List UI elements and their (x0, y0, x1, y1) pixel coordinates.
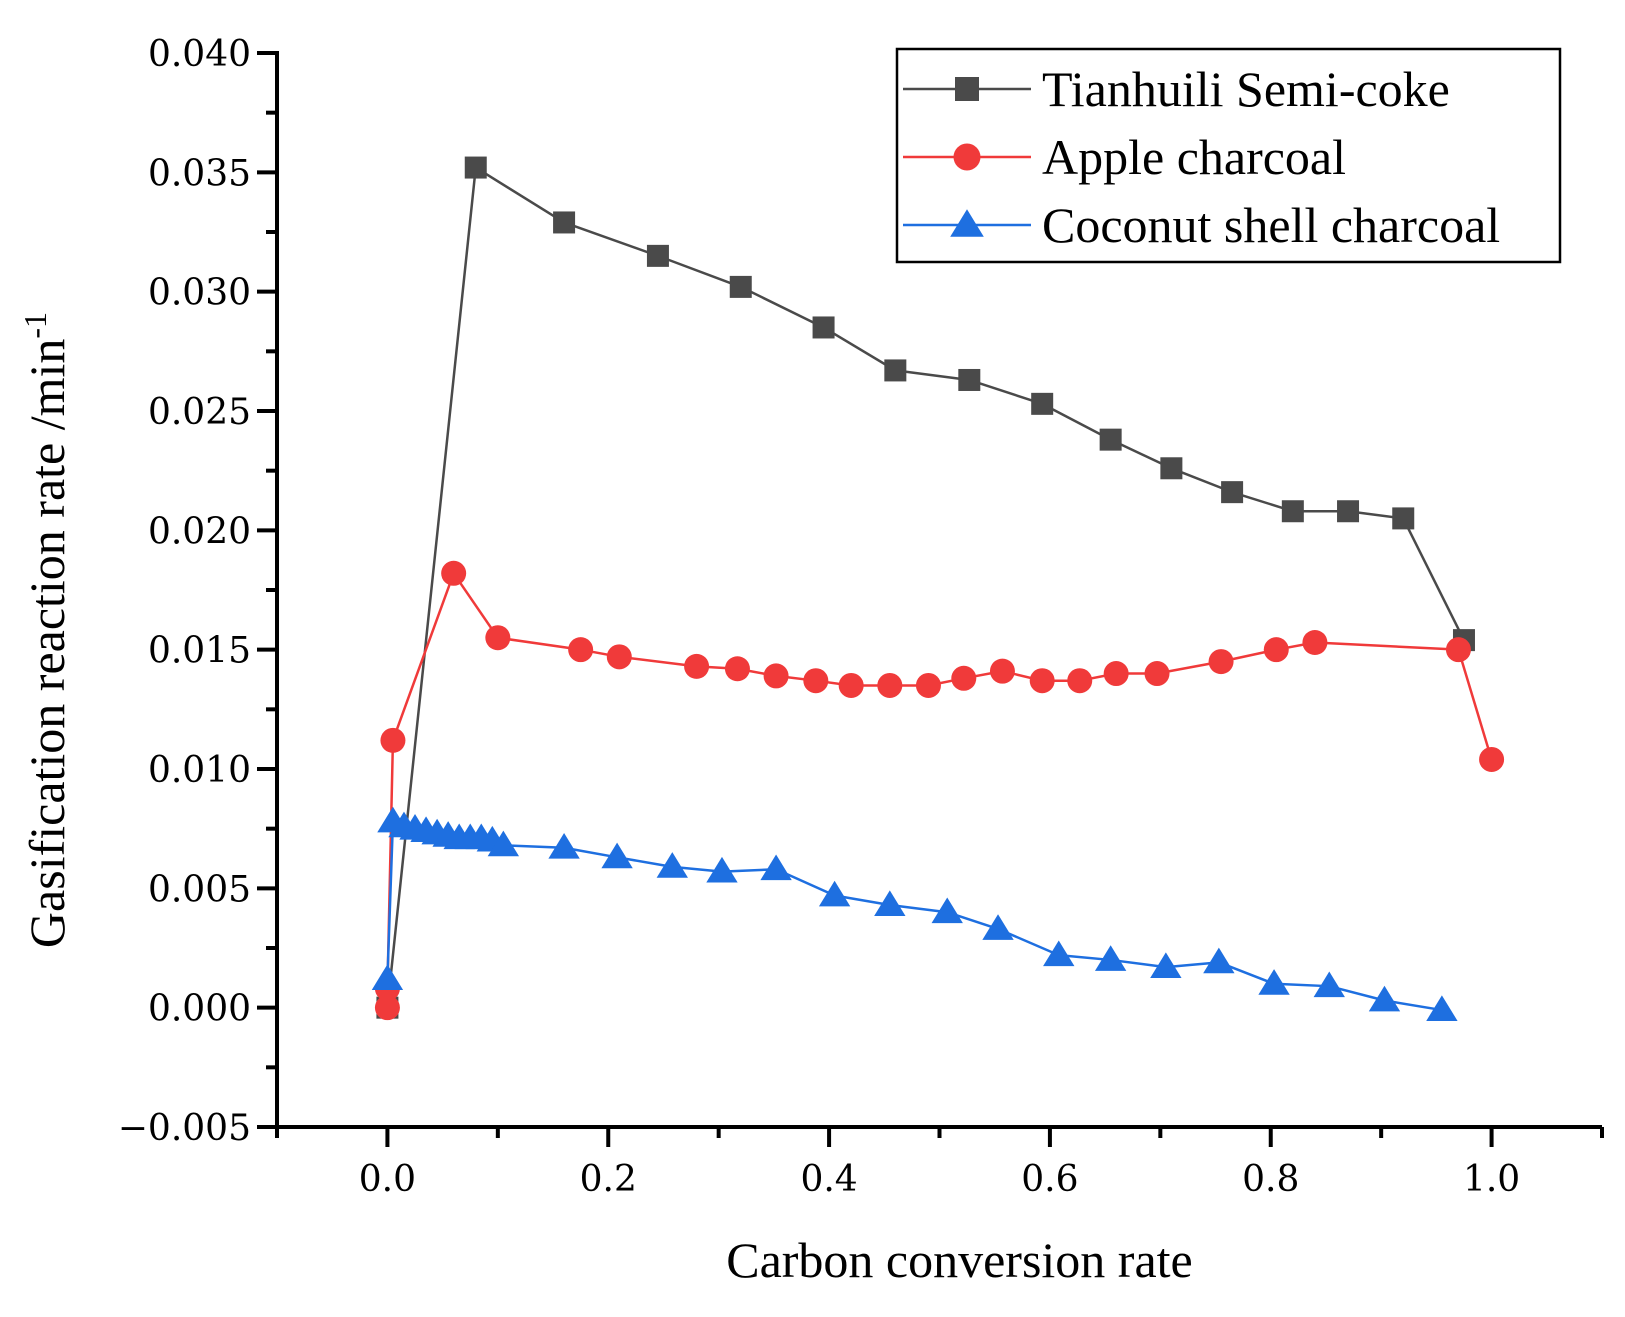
data-point (812, 316, 835, 339)
legend-item: Apple charcoal (903, 129, 1346, 185)
data-point (656, 852, 688, 878)
y-tick-label: 0.015 (148, 631, 251, 672)
y-tick-label: 0.000 (148, 989, 251, 1030)
y-axis-title-superscript: -1 (17, 312, 53, 339)
data-point (1258, 969, 1290, 995)
legend-item: Tianhuili Semi-coke (903, 61, 1450, 117)
y-tick-label: 0.040 (148, 34, 251, 75)
data-point (441, 560, 467, 586)
data-point (1043, 940, 1075, 967)
x-tick-label: 0.4 (800, 1159, 857, 1200)
data-point (724, 656, 750, 682)
x-tick-label: 1.0 (1463, 1159, 1520, 1200)
data-point (958, 368, 981, 391)
data-point (646, 244, 669, 267)
data-point (1150, 952, 1182, 979)
y-tick-label: 0.035 (148, 153, 251, 194)
data-point (729, 275, 752, 298)
x-tick-label: 0.2 (580, 1159, 637, 1200)
data-point (1302, 630, 1328, 656)
data-point (1094, 945, 1127, 971)
data-point (931, 897, 963, 924)
series-square (376, 156, 1475, 1019)
data-point (989, 658, 1015, 684)
data-point (706, 856, 738, 883)
axes: −0.005 0.000 0.005 0.010 0.015 0.020 0.025 0.03… (118, 34, 1604, 1200)
data-point (838, 672, 864, 698)
data-point (548, 833, 580, 859)
plot-area (371, 156, 1505, 1021)
series-circle (374, 560, 1505, 1021)
data-point (953, 143, 981, 171)
data-point (803, 668, 829, 694)
data-point (553, 211, 576, 234)
x-axis-title: Carbon conversion rate (726, 1232, 1193, 1288)
data-point (1099, 428, 1122, 451)
data-point (874, 890, 906, 916)
y-tick-label: −0.005 (118, 1108, 251, 1149)
data-point (1479, 746, 1505, 772)
data-point (950, 209, 984, 237)
y-axis-title-main: Gasification reaction rate /min (19, 339, 75, 948)
data-point (374, 995, 400, 1021)
data-point (1144, 661, 1170, 687)
data-point (371, 964, 404, 990)
data-point (1029, 668, 1055, 694)
y-tick-label: 0.025 (148, 392, 251, 433)
data-point (568, 637, 594, 663)
legend-item: Coconut shell charcoal (903, 197, 1500, 253)
data-point (380, 727, 406, 753)
x-tick-label: 0.8 (1242, 1159, 1299, 1200)
data-point (601, 842, 633, 869)
data-point (1031, 392, 1054, 415)
legend-label: Coconut shell charcoal (1042, 197, 1500, 253)
legend: Tianhuili Semi-coke Apple charcoal Coconut… (895, 47, 1562, 264)
data-point (1263, 637, 1289, 663)
data-point (1445, 637, 1471, 663)
y-tick-label: 0.020 (148, 511, 251, 552)
x-tick-label: 0.0 (359, 1159, 416, 1200)
data-point (485, 625, 511, 651)
data-point (1313, 971, 1345, 998)
data-point (684, 653, 710, 679)
data-point (1208, 649, 1234, 675)
data-point (884, 359, 907, 382)
y-axis-ticks: −0.005 0.000 0.005 0.010 0.015 0.020 0.025 0.03… (118, 34, 277, 1149)
data-point (951, 665, 977, 691)
y-axis-title: Gasification reaction rate /min-1 (17, 312, 75, 948)
data-point (915, 672, 941, 698)
data-point (464, 156, 487, 179)
legend-label: Tianhuili Semi-coke (1042, 61, 1450, 117)
data-point (1426, 995, 1458, 1021)
series-line (386, 820, 1443, 1012)
data-point (1392, 507, 1415, 530)
x-axis-ticks: 0.0 0.2 0.4 0.6 0.8 1.0 (275, 1127, 1604, 1200)
data-point (955, 77, 979, 101)
data-point (606, 644, 632, 670)
x-tick-label: 0.6 (1021, 1159, 1078, 1200)
data-point (763, 663, 789, 689)
data-point (1067, 668, 1093, 694)
y-tick-label: 0.005 (148, 869, 251, 910)
y-tick-label: 0.010 (148, 750, 251, 791)
data-point (982, 914, 1014, 940)
data-point (1203, 947, 1235, 974)
data-point (1337, 500, 1360, 523)
legend-box (895, 47, 1562, 264)
series-triangle (371, 806, 1458, 1021)
data-point (1281, 500, 1304, 523)
data-point (1221, 481, 1244, 504)
y-tick-label: 0.030 (148, 273, 251, 314)
legend-label: Apple charcoal (1042, 129, 1346, 185)
data-point (487, 830, 520, 857)
data-point (1368, 985, 1401, 1012)
data-point (818, 880, 851, 907)
data-point (877, 672, 903, 698)
data-point (1103, 661, 1129, 687)
data-point (760, 854, 792, 881)
series-line (386, 166, 1466, 1008)
data-point (1160, 457, 1183, 480)
